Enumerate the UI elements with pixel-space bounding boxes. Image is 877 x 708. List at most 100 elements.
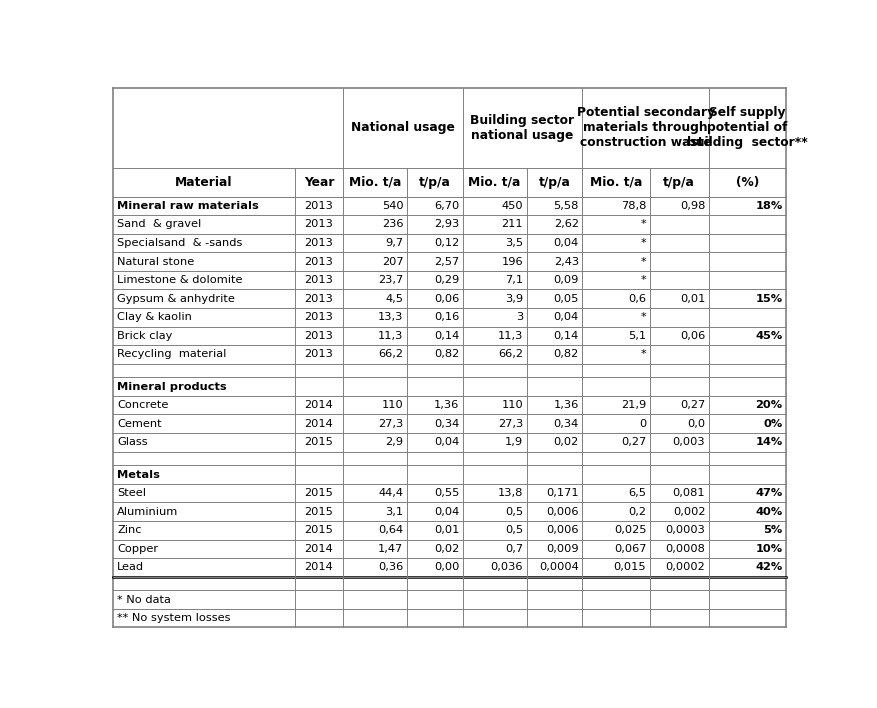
Text: 540: 540 [381,201,403,211]
Text: t/p/a: t/p/a [663,176,695,189]
Text: Potential secondary
materials through
construction waste: Potential secondary materials through co… [576,106,715,149]
Text: 3,5: 3,5 [505,238,524,248]
Text: Clay & kaolin: Clay & kaolin [118,312,192,322]
Text: Year: Year [303,176,334,189]
Text: 0,0008: 0,0008 [666,544,705,554]
Text: Glass: Glass [118,438,147,447]
Text: 450: 450 [502,201,524,211]
Text: 0,002: 0,002 [673,507,705,517]
Text: 3: 3 [516,312,524,322]
Text: 2015: 2015 [304,507,333,517]
Text: *: * [641,350,646,360]
Text: 2015: 2015 [304,438,333,447]
Text: Lead: Lead [118,562,144,572]
Text: 0,12: 0,12 [434,238,460,248]
Text: 0,36: 0,36 [378,562,403,572]
Text: 0,0002: 0,0002 [666,562,705,572]
Text: t/p/a: t/p/a [538,176,570,189]
Text: Copper: Copper [118,544,158,554]
Text: 0,067: 0,067 [614,544,646,554]
Text: Mio. t/a: Mio. t/a [590,176,642,189]
Text: *: * [641,219,646,229]
Text: Mineral products: Mineral products [118,382,227,392]
Text: 0,003: 0,003 [673,438,705,447]
Text: 0,05: 0,05 [553,294,579,304]
Text: 6,5: 6,5 [628,488,646,498]
Text: 2013: 2013 [304,275,333,285]
Text: 2013: 2013 [304,350,333,360]
Text: National usage: National usage [351,121,454,135]
Text: 2014: 2014 [304,400,333,410]
Text: 0,006: 0,006 [546,507,579,517]
Text: 9,7: 9,7 [385,238,403,248]
Text: Concrete: Concrete [118,400,168,410]
Text: 2,9: 2,9 [385,438,403,447]
Text: Mio. t/a: Mio. t/a [468,176,521,189]
Text: Specialsand  & -sands: Specialsand & -sands [118,238,242,248]
Text: 0,04: 0,04 [553,238,579,248]
Text: 2,43: 2,43 [554,256,579,267]
Text: 0,036: 0,036 [491,562,524,572]
Text: Gypsum & anhydrite: Gypsum & anhydrite [118,294,235,304]
Text: t/p/a: t/p/a [418,176,451,189]
Text: 0,04: 0,04 [434,438,460,447]
Text: 0,015: 0,015 [614,562,646,572]
Text: Natural stone: Natural stone [118,256,195,267]
Text: Aluminium: Aluminium [118,507,178,517]
Text: 0,5: 0,5 [505,507,524,517]
Text: (%): (%) [736,176,759,189]
Text: 1,47: 1,47 [378,544,403,554]
Text: 196: 196 [502,256,524,267]
Text: 0,0004: 0,0004 [539,562,579,572]
Text: 2013: 2013 [304,238,333,248]
Text: 3,1: 3,1 [385,507,403,517]
Text: 0,06: 0,06 [681,331,705,341]
Text: 0,27: 0,27 [681,400,705,410]
Text: 1,9: 1,9 [505,438,524,447]
Text: Limestone & dolomite: Limestone & dolomite [118,275,243,285]
Text: 0,06: 0,06 [434,294,460,304]
Text: 0,14: 0,14 [434,331,460,341]
Text: 1,36: 1,36 [434,400,460,410]
Text: 0,82: 0,82 [434,350,460,360]
Text: *: * [641,312,646,322]
Text: 0,04: 0,04 [434,507,460,517]
Text: 18%: 18% [755,201,782,211]
Text: 0,6: 0,6 [628,294,646,304]
Text: 0,16: 0,16 [434,312,460,322]
Text: 0,98: 0,98 [680,201,705,211]
Text: 236: 236 [381,219,403,229]
Text: 0%: 0% [763,418,782,429]
Text: 15%: 15% [755,294,782,304]
Text: 2014: 2014 [304,418,333,429]
Text: 21,9: 21,9 [621,400,646,410]
Text: 27,3: 27,3 [378,418,403,429]
Text: 5%: 5% [763,525,782,535]
Text: Building sector
national usage: Building sector national usage [470,114,574,142]
Text: 44,4: 44,4 [378,488,403,498]
Text: Zinc: Zinc [118,525,141,535]
Text: Cement: Cement [118,418,161,429]
Text: 78,8: 78,8 [621,201,646,211]
Text: 3,9: 3,9 [505,294,524,304]
Text: 40%: 40% [755,507,782,517]
Text: 5,58: 5,58 [553,201,579,211]
Text: 0,27: 0,27 [621,438,646,447]
Text: 2014: 2014 [304,544,333,554]
Text: 42%: 42% [755,562,782,572]
Text: 0,01: 0,01 [680,294,705,304]
Text: 7,1: 7,1 [505,275,524,285]
Text: Mio. t/a: Mio. t/a [348,176,401,189]
Text: 110: 110 [381,400,403,410]
Text: * No data: * No data [118,595,171,605]
Text: 2013: 2013 [304,256,333,267]
Text: 4,5: 4,5 [385,294,403,304]
Text: 0,7: 0,7 [505,544,524,554]
Text: 2,93: 2,93 [434,219,460,229]
Text: Mineral raw materials: Mineral raw materials [118,201,259,211]
Text: 0,04: 0,04 [553,312,579,322]
Text: 0,0003: 0,0003 [666,525,705,535]
Text: 14%: 14% [755,438,782,447]
Text: 2013: 2013 [304,201,333,211]
Text: 207: 207 [381,256,403,267]
